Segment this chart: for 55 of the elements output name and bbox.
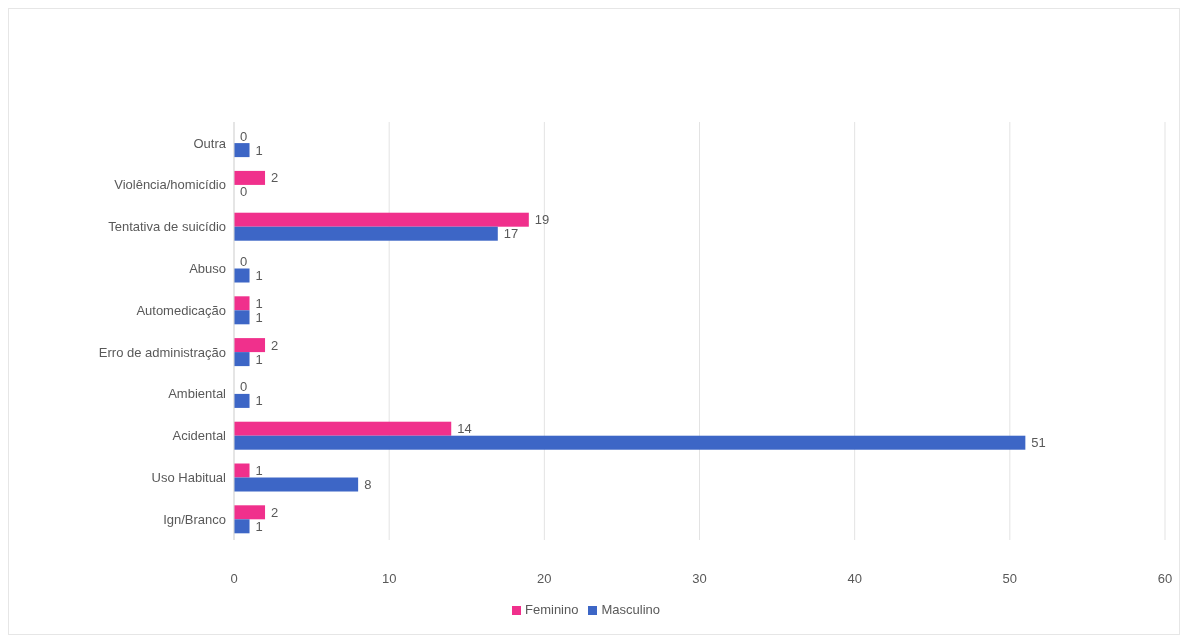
legend-label: Masculino bbox=[601, 602, 660, 617]
bar bbox=[234, 226, 498, 241]
data-label: 51 bbox=[1031, 435, 1046, 451]
x-tick-label: 40 bbox=[847, 571, 862, 587]
bar bbox=[234, 435, 1026, 450]
bar bbox=[234, 310, 250, 325]
legend-label: Feminino bbox=[525, 602, 579, 617]
bar bbox=[234, 477, 359, 492]
data-label: 1 bbox=[255, 351, 263, 367]
y-tick-label: Ign/Branco bbox=[163, 511, 226, 527]
data-label: 1 bbox=[255, 295, 263, 311]
data-label: 8 bbox=[364, 477, 372, 493]
y-tick-label: Acidental bbox=[172, 428, 227, 444]
bar bbox=[234, 463, 250, 478]
data-label: 17 bbox=[503, 226, 519, 242]
data-label: 0 bbox=[240, 379, 248, 395]
y-tick-label: Ambiental bbox=[168, 386, 227, 402]
data-label: 1 bbox=[255, 309, 263, 325]
data-label: 1 bbox=[255, 463, 263, 479]
data-label: 2 bbox=[271, 504, 279, 520]
bar bbox=[234, 212, 529, 227]
bar bbox=[234, 352, 250, 367]
x-tick-label: 0 bbox=[230, 571, 238, 587]
x-tick-label: 20 bbox=[537, 571, 552, 587]
data-label: 14 bbox=[457, 421, 472, 437]
x-tick-label: 50 bbox=[1002, 571, 1018, 587]
x-tick-label: 60 bbox=[1157, 571, 1173, 587]
bar bbox=[234, 143, 250, 158]
bar bbox=[234, 421, 452, 436]
data-label: 1 bbox=[255, 268, 263, 284]
bar bbox=[234, 268, 250, 283]
data-label: 0 bbox=[240, 254, 248, 270]
y-tick-label: Uso Habitual bbox=[151, 469, 227, 485]
data-label: 0 bbox=[240, 184, 248, 200]
x-tick-label: 10 bbox=[381, 571, 397, 587]
x-tick-label: 30 bbox=[692, 571, 707, 587]
bar bbox=[234, 393, 250, 408]
y-tick-label: Violência/homicídio bbox=[114, 177, 226, 193]
y-tick-label: Automedicação bbox=[136, 302, 226, 318]
y-tick-label: Abuso bbox=[189, 260, 226, 276]
y-tick-label: Outra bbox=[193, 135, 227, 151]
bar bbox=[234, 505, 266, 520]
bar bbox=[234, 519, 250, 534]
data-label: 1 bbox=[255, 393, 263, 409]
data-label: 2 bbox=[271, 337, 279, 353]
data-label: 0 bbox=[240, 128, 248, 144]
data-label: 2 bbox=[271, 170, 279, 186]
y-tick-label: Tentativa de suicídio bbox=[108, 219, 226, 235]
data-label: 1 bbox=[255, 518, 263, 534]
data-label: 19 bbox=[534, 212, 550, 228]
data-label: 1 bbox=[255, 142, 263, 158]
y-tick-label: Erro de administração bbox=[98, 344, 226, 360]
bar bbox=[234, 296, 250, 311]
bar bbox=[234, 170, 266, 185]
bar bbox=[234, 338, 266, 353]
